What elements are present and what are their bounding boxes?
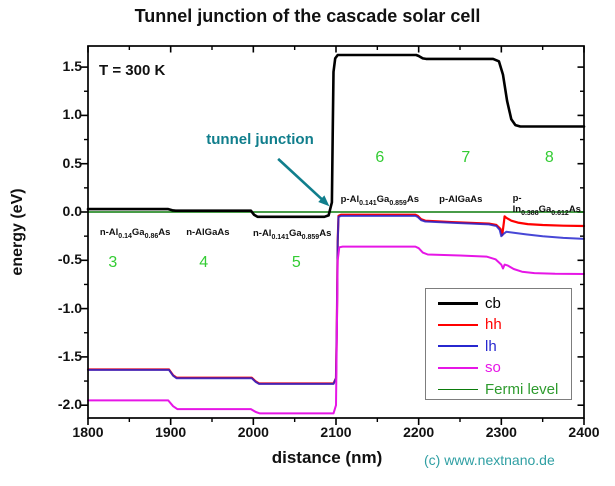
x-tick-label: 2000 xyxy=(237,424,269,440)
legend-line-sample xyxy=(438,323,478,326)
y-tick-label: 0.0 xyxy=(62,203,82,219)
y-axis-label: energy (eV) xyxy=(9,188,26,276)
material-subscript: 0.612 xyxy=(551,210,569,218)
tunnel-junction-arrow xyxy=(277,157,324,202)
material-subscript: 0.141 xyxy=(271,234,289,242)
legend-entry-cb: cb xyxy=(426,292,571,314)
material-subscript: 0.14 xyxy=(118,233,132,241)
material-text: p-AlGaAs xyxy=(439,194,483,206)
y-tick-label: 1.0 xyxy=(62,106,82,123)
material-text: As xyxy=(158,227,171,239)
material-text: As xyxy=(568,204,581,216)
legend-label: so xyxy=(485,359,501,376)
cb-curve xyxy=(86,53,586,219)
plot-frame xyxy=(87,45,585,419)
material-text: Ga xyxy=(538,204,552,216)
legend-line-sample xyxy=(438,366,478,369)
material-text: Ga xyxy=(131,227,145,239)
material-text: As xyxy=(406,194,419,206)
tunnel-junction-arrowhead xyxy=(318,195,330,207)
x-tick-label: 2400 xyxy=(568,424,600,440)
region-number: 4 xyxy=(199,254,209,272)
x-tick-label: 2300 xyxy=(485,424,517,440)
material-subscript: 0.388 xyxy=(521,210,539,218)
region-number: 6 xyxy=(375,148,385,166)
legend-line-sample xyxy=(438,345,478,347)
temperature-annotation: T = 300 K xyxy=(99,62,166,79)
material-label: n-Al0.141Ga0.859As xyxy=(253,228,331,241)
region-number: 7 xyxy=(461,148,471,166)
material-label: n-AlGaAs xyxy=(186,227,229,238)
material-text: p-Al xyxy=(340,194,360,206)
material-text: n-Al xyxy=(99,227,119,239)
material-text: Ga xyxy=(376,194,390,206)
y-tick-label: -2.0 xyxy=(57,396,82,413)
material-text: As xyxy=(319,228,332,240)
region-number: 8 xyxy=(544,148,554,166)
x-axis-label: distance (nm) xyxy=(271,448,383,467)
material-subscript: 0.141 xyxy=(359,200,377,208)
chart-title: Tunnel junction of the cascade solar cel… xyxy=(134,6,481,26)
so-curve xyxy=(87,245,585,415)
x-tick-label: 2100 xyxy=(320,424,352,440)
legend-label: lh xyxy=(485,337,497,355)
y-tick-label: 1.5 xyxy=(62,58,82,75)
x-tick-label: 2200 xyxy=(403,424,435,440)
legend-box: cb hh lh so Fermi level xyxy=(425,288,572,400)
material-subscript: 0.86 xyxy=(144,233,159,241)
material-subscript: 0.859 xyxy=(389,200,407,208)
legend-label: cb xyxy=(485,294,501,312)
y-tick-label: -1.0 xyxy=(57,299,82,316)
material-label: p-AlGaAs xyxy=(439,194,482,205)
material-label: n-Al0.14Ga0.86As xyxy=(100,227,171,240)
material-text: p-In xyxy=(512,193,522,216)
region-number: 5 xyxy=(291,254,301,272)
x-tick-label: 1900 xyxy=(155,424,187,440)
x-tick-label: 1800 xyxy=(72,424,104,440)
material-text: Ga xyxy=(288,228,302,240)
legend-entry-so: so xyxy=(426,357,571,379)
nextnano-watermark: (c) www.nextnano.de xyxy=(424,452,555,468)
legend-line-sample xyxy=(438,388,478,390)
legend-entry-lh: lh xyxy=(426,335,571,357)
y-tick-label: -0.5 xyxy=(57,251,82,268)
legend-entry-fermi-level: Fermi level xyxy=(426,378,571,400)
material-label: p-Al0.141Ga0.859As xyxy=(341,194,419,207)
region-number: 3 xyxy=(108,254,118,272)
lh-curve xyxy=(87,214,585,385)
tunnel-junction-annotation: tunnel junction xyxy=(206,131,314,148)
y-tick-label: -1.5 xyxy=(57,347,82,364)
legend-entry-hh: hh xyxy=(426,314,571,336)
material-text: n-AlGaAs xyxy=(186,227,230,239)
material-text: n-Al xyxy=(252,228,272,240)
material-subscript: 0.859 xyxy=(301,234,320,242)
legend-line-sample xyxy=(438,301,478,305)
y-tick-label: 0.5 xyxy=(62,154,82,171)
material-label: p-In0.388Ga0.612As xyxy=(513,193,581,217)
legend-label: Fermi level xyxy=(485,380,559,398)
legend-label: hh xyxy=(485,316,502,333)
